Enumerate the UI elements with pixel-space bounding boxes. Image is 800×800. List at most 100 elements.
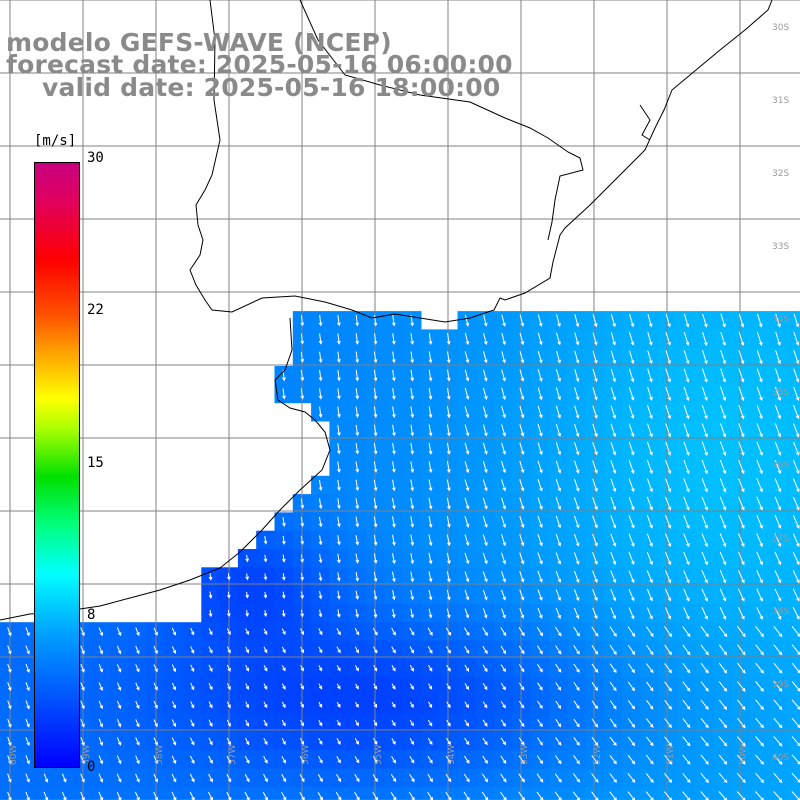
wind-arrow — [701, 423, 708, 438]
wind-arrow — [190, 646, 195, 654]
wind-arrow — [574, 332, 580, 346]
wind-arrow — [464, 534, 470, 547]
wind-arrow — [682, 772, 691, 783]
wind-arrow — [226, 773, 232, 783]
longitude-label: 50W — [739, 745, 749, 765]
wind-arrow — [720, 350, 726, 365]
wind-arrow — [628, 496, 635, 511]
longitude-label: 56W — [301, 745, 311, 765]
wind-arrow — [208, 791, 213, 800]
wind-arrow — [537, 607, 543, 619]
wind-arrow — [482, 515, 488, 529]
wind-arrow — [281, 665, 286, 672]
wind-arrow — [627, 626, 636, 637]
wind-arrow — [410, 608, 414, 619]
wind-arrow — [501, 442, 506, 455]
wind-arrow — [427, 664, 433, 672]
wind-arrow — [263, 701, 268, 709]
wind-speed-cell — [439, 786, 459, 800]
wind-arrow — [410, 333, 415, 345]
wind-arrow — [171, 627, 177, 636]
wind-arrow — [793, 460, 800, 475]
wind-arrow — [282, 535, 286, 545]
wind-arrow — [355, 535, 360, 546]
wind-arrow — [153, 700, 158, 709]
wind-arrow — [664, 626, 672, 638]
wind-arrow — [354, 665, 359, 672]
wind-arrow — [518, 755, 525, 765]
wind-arrow — [665, 551, 672, 566]
wind-arrow — [428, 701, 433, 709]
wind-arrow — [609, 773, 617, 783]
wind-arrow — [428, 406, 433, 419]
wind-arrow — [592, 368, 598, 383]
wind-arrow — [736, 625, 746, 638]
wind-arrow — [263, 683, 268, 690]
wind-arrow — [355, 369, 360, 382]
wind-arrow — [464, 701, 469, 709]
wind-arrow — [446, 479, 451, 492]
wind-speed-cell — [786, 732, 800, 751]
wind-arrow — [483, 314, 488, 327]
wind-arrow — [446, 442, 451, 455]
wind-arrow — [792, 478, 800, 493]
wind-arrow — [519, 442, 525, 455]
wind-arrow — [409, 627, 415, 636]
wind-arrow — [501, 479, 507, 492]
wind-arrow — [355, 683, 359, 690]
wind-arrow — [482, 442, 488, 455]
wind-arrow — [774, 533, 782, 548]
wind-arrow — [355, 406, 360, 418]
wind-arrow — [700, 626, 709, 638]
wind-arrow — [336, 756, 341, 764]
wind-arrow — [645, 754, 654, 765]
wind-arrow — [134, 791, 140, 800]
wind-arrow — [372, 773, 378, 783]
wind-arrow — [537, 552, 543, 565]
wind-arrow — [701, 514, 708, 529]
wind-direction-arrows — [7, 313, 800, 800]
wind-arrow — [665, 423, 672, 438]
wind-arrow — [153, 664, 158, 673]
wind-arrow — [482, 534, 488, 547]
wind-arrow — [756, 386, 763, 401]
wind-arrow — [573, 515, 580, 529]
wind-arrow — [171, 646, 177, 654]
coordinate-labels: 30S 31S 32S 33S 34S 35S 36S 37S 38S 39S 40S 60W 59W 5… — [9, 23, 789, 765]
wind-arrow — [501, 424, 506, 437]
wind-arrow — [208, 755, 213, 764]
wind-arrow — [574, 423, 580, 438]
wind-arrow — [591, 663, 599, 673]
wind-arrow — [446, 664, 451, 672]
wind-arrow — [647, 350, 653, 365]
wind-arrow — [719, 441, 727, 456]
wind-arrow — [500, 773, 507, 783]
wind-arrow — [428, 589, 433, 601]
wind-arrow — [153, 682, 158, 691]
wind-arrow — [464, 387, 470, 400]
wind-arrow — [355, 351, 360, 364]
wind-speed-colorbar — [34, 162, 80, 768]
latitude-label: 32S — [772, 169, 789, 179]
wind-arrow — [609, 718, 617, 728]
wind-arrow — [536, 645, 543, 655]
wind-arrow — [645, 773, 654, 783]
wind-arrow — [337, 388, 341, 400]
wind-arrow — [98, 664, 103, 673]
wind-arrow — [336, 683, 341, 690]
wind-arrow — [355, 701, 359, 708]
wind-arrow — [428, 333, 433, 346]
wind-arrow — [7, 773, 12, 783]
wind-arrow — [446, 719, 451, 727]
wind-arrow — [537, 719, 543, 728]
wind-arrow — [464, 646, 470, 654]
wind-arrow — [153, 773, 158, 783]
wind-arrow — [718, 736, 728, 747]
wind-arrow — [665, 386, 672, 402]
wind-arrow — [519, 552, 525, 565]
wind-arrow — [755, 699, 764, 711]
wind-arrow — [318, 646, 323, 654]
wind-arrow — [646, 607, 653, 620]
wind-arrow — [135, 773, 140, 783]
wind-arrow — [482, 664, 488, 673]
